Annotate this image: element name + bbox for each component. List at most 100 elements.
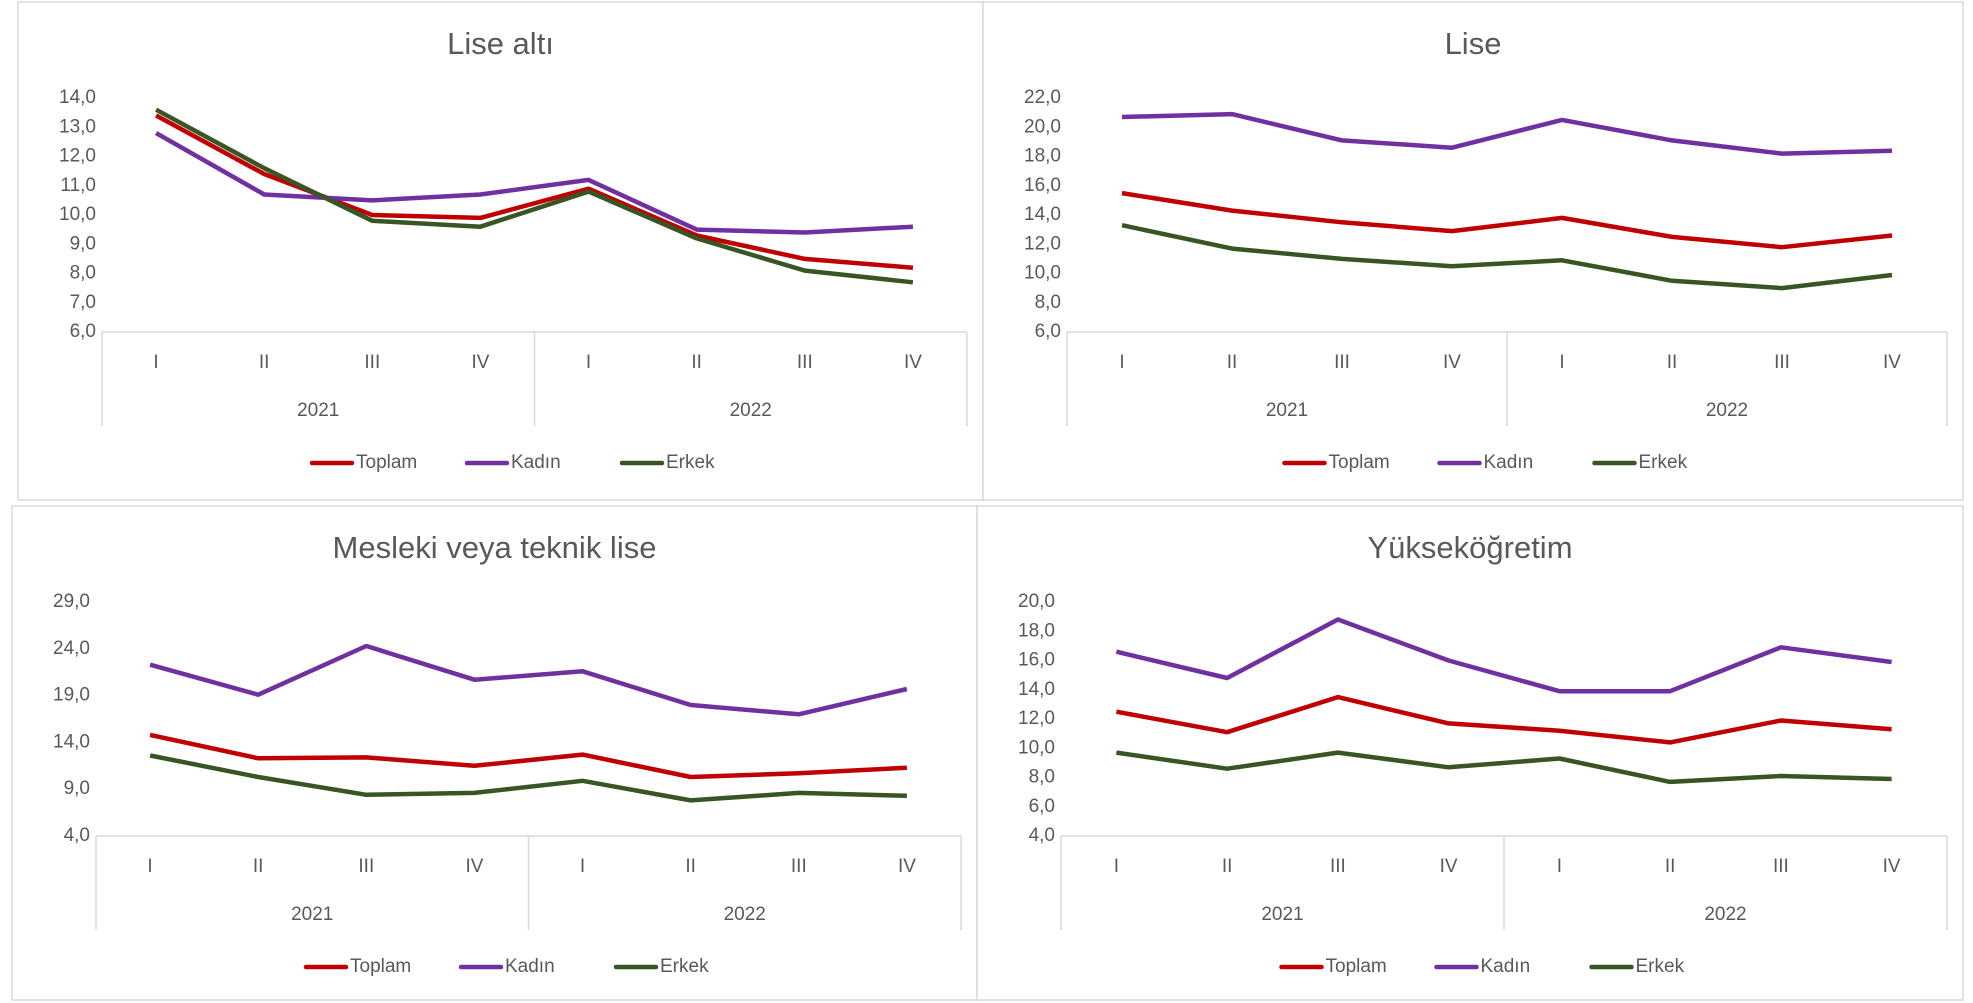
series-line [149, 643, 908, 717]
legend-label: Erkek [666, 452, 715, 473]
legend-label: Kadın [1484, 452, 1534, 473]
x-tick-label: I [153, 352, 158, 373]
x-tick-label: III [1330, 856, 1346, 877]
x-tick-label: II [1665, 856, 1676, 877]
y-tick-label: 8,0 [1035, 292, 1061, 313]
y-tick-label: 12,0 [59, 146, 96, 167]
y-tick-label: 29,0 [53, 591, 90, 612]
panel-border [976, 505, 1964, 1001]
x-tick-label: III [358, 856, 374, 877]
y-tick-label: 4,0 [1029, 825, 1055, 846]
y-tick-label: 18,0 [1018, 620, 1055, 641]
series-line [1121, 222, 1893, 291]
y-tick-label: 9,0 [64, 778, 90, 799]
chart-title: Lise [1445, 26, 1502, 61]
x-tick-label: IV [904, 352, 922, 373]
x-tick-label: IV [898, 856, 916, 877]
series-line [155, 107, 914, 285]
y-tick-label: 20,0 [1024, 116, 1061, 137]
panel-border [17, 1, 984, 501]
chart-panel: Yükseköğretim 4,0 6,0 8,0 10,0 12,0 14,0 16,0 18… [976, 505, 1964, 1001]
chart-title: Yükseköğretim [1367, 530, 1572, 565]
x-tick-label: II [259, 352, 270, 373]
y-tick-label: 6,0 [1029, 796, 1055, 817]
y-tick-label: 20,0 [1018, 591, 1055, 612]
x-tick-label: I [580, 856, 585, 877]
legend-label: Kadın [1481, 956, 1531, 977]
y-tick-label: 14,0 [1024, 204, 1061, 225]
y-tick-label: 10,0 [1024, 263, 1061, 284]
chart-panel: Mesleki veya teknik lise 4,0 9,0 14,0 19,0 24… [11, 505, 978, 1001]
series-line [1115, 694, 1892, 745]
y-tick-label: 14,0 [1018, 679, 1055, 700]
x-tick-label: IV [1883, 352, 1901, 373]
y-tick-label: 12,0 [1018, 708, 1055, 729]
x-tick-label: IV [1440, 856, 1458, 877]
y-tick-label: 11,0 [60, 175, 96, 196]
y-tick-label: 6,0 [70, 321, 96, 342]
x-tick-label: IV [471, 352, 489, 373]
legend-label: Toplam [1326, 956, 1387, 977]
series-line [155, 113, 914, 270]
x-tick-label: III [364, 352, 380, 373]
y-tick-label: 14,0 [53, 731, 90, 752]
series-line [1115, 617, 1892, 694]
legend-label: Kadın [511, 452, 561, 473]
x-tick-label: IV [465, 856, 483, 877]
y-tick-label: 22,0 [1024, 87, 1061, 108]
group-label: 2022 [1704, 904, 1746, 925]
x-tick-label: III [1773, 856, 1789, 877]
legend-label: Toplam [1329, 452, 1390, 473]
y-tick-label: 16,0 [1018, 650, 1055, 671]
group-label: 2022 [724, 904, 766, 925]
x-tick-label: I [1559, 352, 1564, 373]
y-tick-label: 10,0 [1018, 737, 1055, 758]
series-line [149, 753, 907, 803]
series-line [149, 732, 908, 780]
chart-title: Mesleki veya teknik lise [333, 530, 657, 565]
group-label: 2021 [291, 904, 333, 925]
x-tick-label: III [1334, 352, 1350, 373]
group-label: 2022 [730, 400, 772, 421]
y-tick-label: 8,0 [70, 263, 96, 284]
y-tick-label: 12,0 [1024, 233, 1061, 254]
y-tick-label: 4,0 [64, 825, 90, 846]
panel-border [982, 1, 1964, 501]
y-tick-label: 8,0 [1029, 767, 1055, 788]
chart-title: Lise altı [447, 26, 554, 61]
panel-border [11, 505, 978, 1001]
x-tick-label: I [147, 856, 152, 877]
x-tick-label: II [1667, 352, 1678, 373]
x-tick-label: IV [1443, 352, 1461, 373]
x-tick-label: I [1114, 856, 1119, 877]
x-tick-label: II [685, 856, 696, 877]
y-tick-label: 6,0 [1035, 321, 1061, 342]
y-tick-label: 7,0 [70, 292, 96, 313]
group-label: 2021 [297, 400, 339, 421]
group-label: 2021 [1266, 400, 1308, 421]
legend-label: Toplam [350, 956, 411, 977]
x-tick-label: III [1774, 352, 1790, 373]
y-tick-label: 9,0 [70, 233, 96, 254]
x-tick-label: IV [1883, 856, 1901, 877]
y-tick-label: 16,0 [1024, 175, 1061, 196]
x-tick-label: II [1222, 856, 1233, 877]
legend-label: Kadın [505, 956, 555, 977]
x-tick-label: III [791, 856, 807, 877]
x-tick-label: III [797, 352, 813, 373]
series-line [1116, 750, 1892, 785]
legend-label: Erkek [660, 956, 709, 977]
y-tick-label: 24,0 [53, 638, 90, 659]
series-line [154, 131, 914, 235]
x-tick-label: I [1557, 856, 1562, 877]
y-tick-label: 13,0 [59, 116, 96, 137]
y-tick-label: 14,0 [59, 87, 96, 108]
legend-label: Toplam [356, 452, 417, 473]
series-line [1121, 111, 1893, 156]
group-label: 2022 [1706, 400, 1748, 421]
y-tick-label: 10,0 [59, 204, 96, 225]
chart-panel: Lise altı 6,0 7,0 8,0 9,0 10,0 11,0 12,0 13,0 14,… [17, 1, 984, 501]
